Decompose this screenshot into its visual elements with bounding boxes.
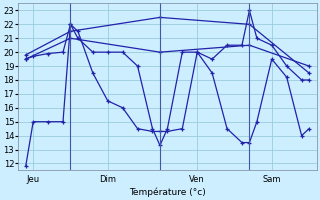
X-axis label: Température (°c): Température (°c) — [129, 187, 206, 197]
